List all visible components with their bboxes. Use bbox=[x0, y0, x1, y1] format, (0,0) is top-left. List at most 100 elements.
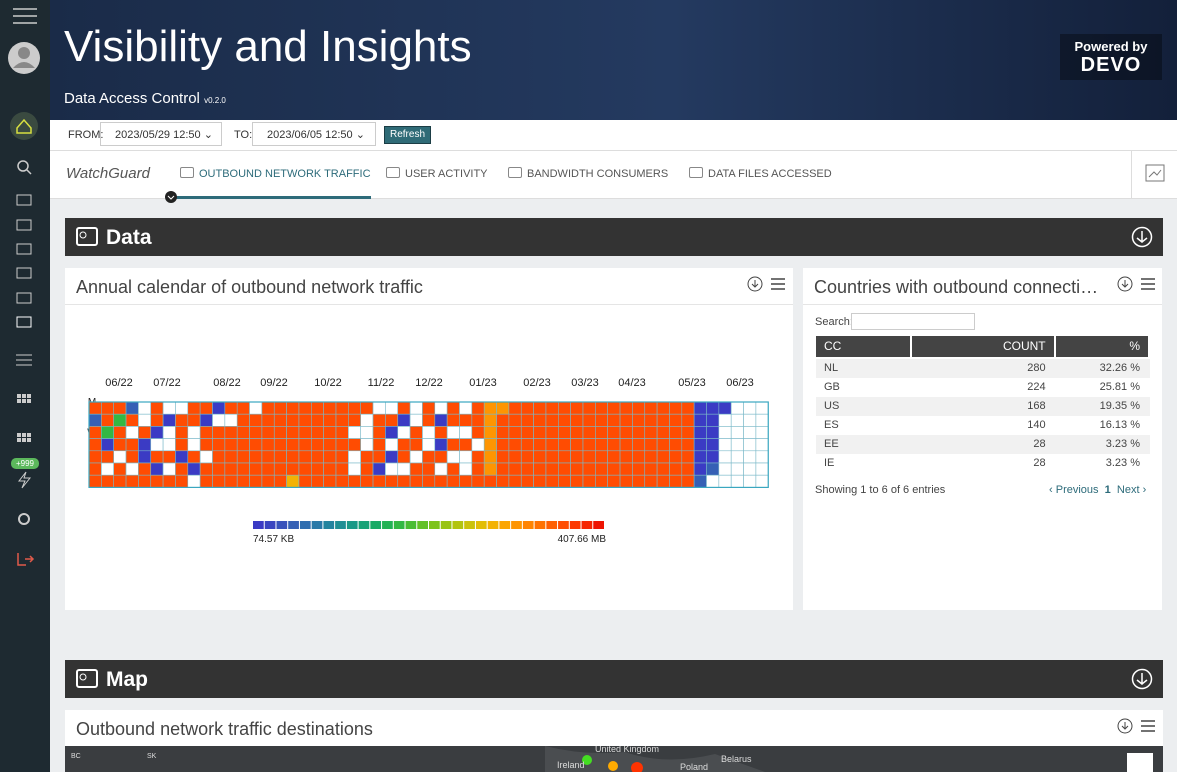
calendar-cell bbox=[446, 401, 460, 415]
calendar-cell bbox=[496, 438, 510, 452]
tab[interactable]: BANDWIDTH CONSUMERS bbox=[508, 167, 668, 180]
calendar-cell bbox=[162, 413, 176, 427]
calendar-cell bbox=[607, 413, 621, 427]
calendar-cell bbox=[273, 462, 287, 476]
calendar-cell bbox=[372, 438, 386, 452]
calendar-cell bbox=[496, 426, 510, 439]
empty-cell bbox=[113, 450, 127, 464]
scale-swatch bbox=[475, 521, 487, 529]
section-bar: Map bbox=[65, 660, 1163, 698]
calendar-cell bbox=[249, 450, 263, 464]
calendar-cell bbox=[446, 462, 460, 476]
calendar-cell bbox=[273, 413, 287, 427]
calendar-cell bbox=[335, 413, 349, 427]
calendar-cell bbox=[496, 462, 510, 476]
calendar-cell bbox=[669, 450, 683, 464]
table-cell: 28 bbox=[1033, 438, 1046, 450]
search-input[interactable] bbox=[851, 313, 975, 330]
empty-cell bbox=[409, 401, 423, 415]
calendar-cell bbox=[619, 450, 633, 464]
calendar-cell bbox=[125, 401, 139, 415]
calendar-cell bbox=[113, 413, 127, 427]
calendar-cell bbox=[669, 426, 683, 439]
empty-cell bbox=[360, 426, 374, 439]
calendar-cell bbox=[212, 401, 226, 415]
calendar-cell bbox=[298, 413, 312, 427]
calendar-cell bbox=[286, 413, 300, 427]
chart-button[interactable] bbox=[1131, 151, 1177, 198]
scale-swatch bbox=[511, 521, 522, 529]
empty-cell bbox=[397, 426, 411, 439]
scale-swatch bbox=[358, 521, 370, 529]
empty-cell bbox=[718, 438, 732, 452]
calendar-cell bbox=[397, 438, 411, 452]
empty-cell bbox=[730, 474, 744, 488]
scale-swatch bbox=[593, 521, 604, 529]
calendar-cell bbox=[249, 413, 263, 427]
to-date[interactable]: 2023/06/05 12:50 ⌄ bbox=[252, 122, 376, 146]
calendar-cell bbox=[311, 413, 324, 427]
empty-cell bbox=[138, 401, 152, 415]
calendar-cell bbox=[372, 426, 386, 439]
from-date[interactable]: 2023/05/29 12:50 ⌄ bbox=[100, 122, 222, 146]
previous[interactable]: Previous bbox=[1055, 484, 1099, 496]
calendar-cell bbox=[570, 401, 584, 415]
calendar-cell bbox=[125, 450, 139, 464]
calendar-cell bbox=[570, 426, 584, 439]
page[interactable]: 1 bbox=[1104, 484, 1111, 496]
tab[interactable]: USER ACTIVITY bbox=[386, 167, 488, 180]
scale-swatch bbox=[276, 521, 288, 529]
calendar-cell bbox=[409, 426, 423, 439]
calendar-cell bbox=[212, 474, 226, 488]
calendar-cell bbox=[570, 462, 584, 476]
calendar-cell bbox=[212, 426, 226, 439]
tab[interactable]: DATA FILES ACCESSED bbox=[689, 167, 832, 180]
panel-title: Annual calendar of outbound network traf… bbox=[76, 277, 423, 297]
calendar-cell bbox=[323, 450, 337, 464]
calendar-cell bbox=[681, 401, 695, 415]
calendar-cell bbox=[249, 462, 263, 476]
refresh-button[interactable]: Refresh bbox=[384, 126, 432, 144]
calendar-cell bbox=[311, 401, 324, 415]
calendar-cell bbox=[335, 401, 349, 415]
table-cell: US bbox=[824, 400, 840, 412]
calendar-cell bbox=[533, 438, 547, 452]
calendar-cell bbox=[113, 462, 127, 476]
month-label: 04/23 bbox=[618, 377, 646, 389]
calendar-cell bbox=[533, 474, 547, 488]
tab[interactable]: OUTBOUND NETWORK TRAFFIC bbox=[180, 167, 371, 180]
calendar-cell bbox=[607, 462, 621, 476]
calendar-cell bbox=[335, 474, 349, 488]
calendar-cell bbox=[545, 401, 559, 415]
calendar-cell bbox=[496, 401, 510, 415]
calendar-cell bbox=[582, 413, 596, 427]
calendar-cell bbox=[632, 474, 646, 488]
empty-cell bbox=[125, 426, 139, 439]
month-label: 09/22 bbox=[260, 377, 288, 389]
calendar-cell bbox=[582, 462, 596, 476]
calendar-cell bbox=[348, 401, 362, 415]
empty-cell bbox=[459, 426, 473, 439]
calendar-cell bbox=[632, 438, 646, 452]
scale-swatch bbox=[288, 521, 299, 529]
panel-title: Outbound network traffic destinations bbox=[76, 719, 373, 739]
calendar-cell bbox=[644, 438, 658, 452]
scale-swatch bbox=[382, 521, 393, 529]
calendar-cell bbox=[656, 450, 670, 464]
empty-cell bbox=[755, 401, 769, 415]
calendar-cell bbox=[422, 413, 436, 427]
calendar-cell bbox=[520, 438, 534, 452]
calendar-cell bbox=[706, 401, 720, 415]
calendar-cell bbox=[138, 474, 152, 488]
calendar-cell bbox=[150, 426, 164, 439]
calendar-cell bbox=[520, 426, 534, 439]
calendar-cell bbox=[508, 401, 522, 415]
calendar-cell bbox=[644, 413, 658, 427]
calendar-cell bbox=[150, 462, 164, 476]
calendar-cell bbox=[175, 450, 189, 464]
next[interactable]: Next bbox=[1116, 484, 1140, 496]
calendar-cell bbox=[261, 462, 275, 476]
calendar-cell bbox=[125, 413, 139, 427]
calendar-cell bbox=[632, 462, 646, 476]
